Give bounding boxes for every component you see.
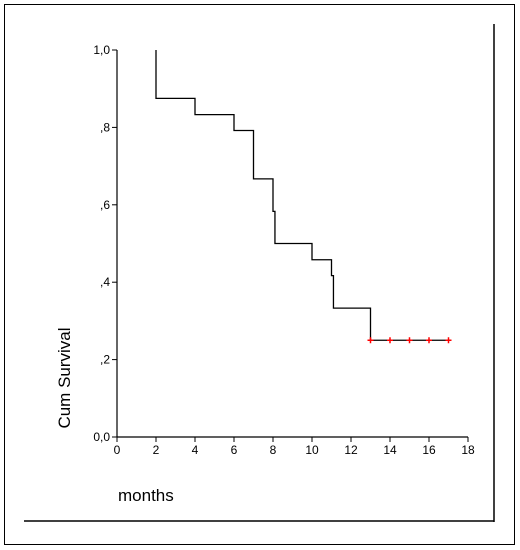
- y-tick-label: ,6: [100, 198, 110, 212]
- censored-marker: [426, 337, 432, 344]
- outer-border: [4, 4, 515, 545]
- x-tick-label: 16: [422, 443, 436, 457]
- x-tick-label: 18: [461, 443, 475, 457]
- x-axis-label: months: [118, 486, 174, 505]
- x-tick-label: 6: [231, 443, 238, 457]
- y-tick-label: ,2: [100, 353, 110, 367]
- x-tick-label: 14: [383, 443, 397, 457]
- x-tick-label: 12: [344, 443, 358, 457]
- y-tick-label: 1,0: [93, 43, 110, 57]
- censored-marker: [387, 337, 393, 344]
- x-tick-label: 0: [114, 443, 121, 457]
- censored-marker: [445, 337, 452, 344]
- censored-marker: [406, 337, 413, 344]
- survival-curve: [155, 50, 449, 341]
- x-tick-label: 8: [270, 443, 277, 457]
- plot-area: [155, 50, 452, 344]
- y-tick-label: ,8: [100, 120, 110, 134]
- x-tick-label: 4: [192, 443, 199, 457]
- x-tick-label: 2: [153, 443, 160, 457]
- y-tick-label: ,4: [100, 275, 110, 289]
- y-tick-label: 0,0: [93, 430, 110, 444]
- y-axis-label: Cum Survival: [55, 327, 74, 428]
- axes: 0,0 ,2 ,4 ,6 ,8 1,0 0 2 4 6 8 10 12 14 16 18: [93, 43, 475, 457]
- x-tick-label: 10: [305, 443, 319, 457]
- censored-marker: [367, 337, 374, 344]
